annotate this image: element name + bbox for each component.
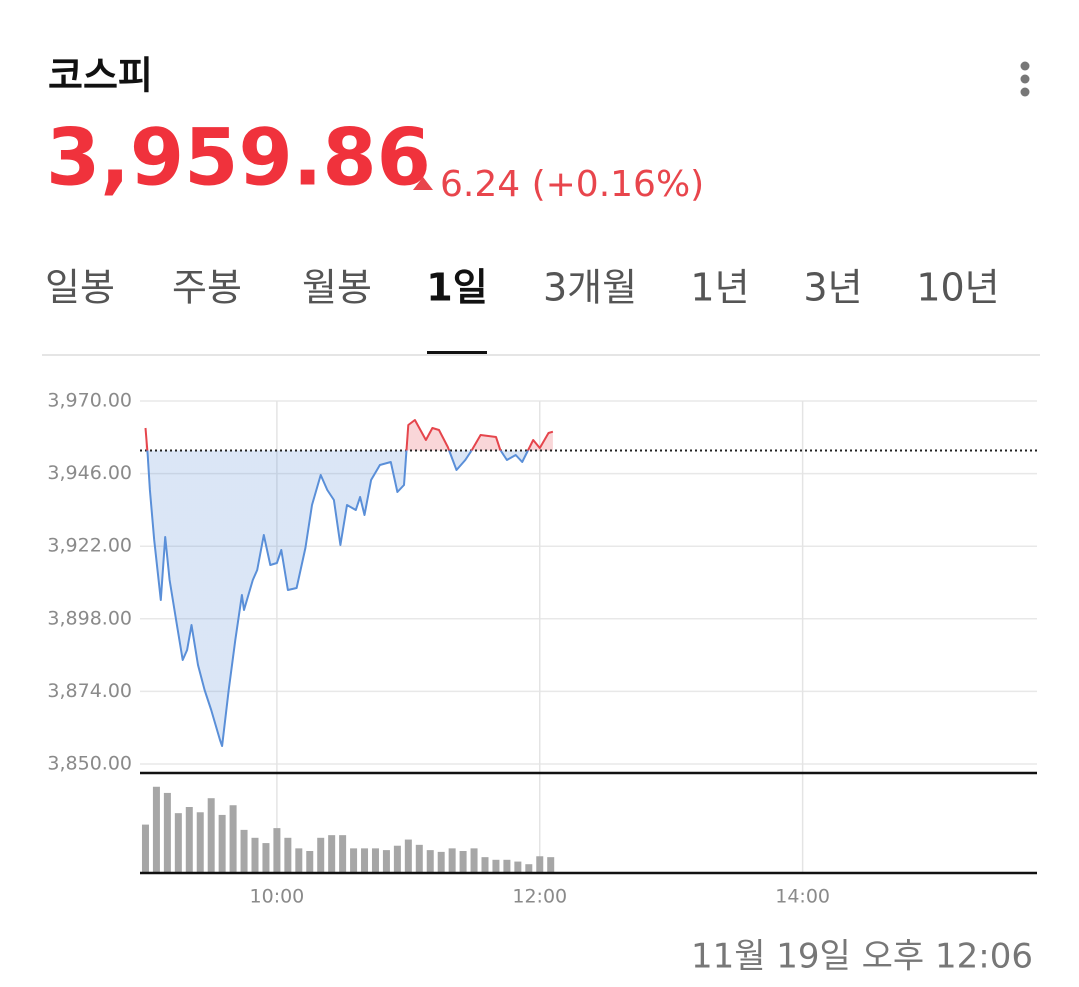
volume-bar — [371, 848, 379, 873]
tab[interactable]: 3개월 — [543, 266, 637, 310]
area-fill — [145, 420, 553, 746]
tab[interactable]: 월봉 — [302, 266, 372, 310]
volume-bar — [251, 837, 259, 873]
volume-bar — [339, 835, 347, 873]
volume-bar — [295, 848, 303, 873]
volume-bar — [437, 851, 445, 873]
tab[interactable]: 1일 — [426, 266, 487, 310]
y-tick-label: 3,970.00 — [47, 390, 132, 412]
volume-bar — [547, 857, 555, 873]
volume-bar — [218, 814, 226, 873]
volume-bar — [229, 805, 237, 873]
volume-bar — [525, 864, 533, 873]
y-tick-label: 3,946.00 — [47, 462, 132, 484]
y-tick-label: 3,850.00 — [47, 753, 132, 775]
menu-dot[interactable] — [1020, 61, 1030, 71]
volume-bar — [426, 850, 434, 873]
volume-bar — [207, 798, 215, 873]
volume-bar — [163, 792, 171, 873]
volume-bar — [514, 861, 522, 873]
volume-bar — [328, 835, 336, 873]
volume-bar — [317, 837, 325, 873]
volume-bar — [459, 851, 467, 873]
y-tick-label: 3,898.00 — [47, 607, 132, 629]
volume-bar — [240, 829, 248, 873]
volume-bar — [185, 807, 193, 873]
tab[interactable]: 10년 — [916, 266, 999, 310]
volume-bar — [415, 844, 423, 873]
timestamp: 11월 19일 오후 12:06 — [691, 937, 1033, 977]
change: 6.24 (+0.16%) — [440, 164, 704, 205]
volume-bar — [404, 839, 412, 873]
volume-bar — [262, 843, 270, 873]
x-tick-label: 14:00 — [775, 886, 830, 908]
volume-bar — [448, 848, 456, 873]
y-tick-label: 3,922.00 — [47, 535, 132, 557]
volume-bar — [152, 786, 160, 873]
price: 3,959.86 — [46, 113, 431, 203]
volume-bar — [503, 859, 511, 873]
tab-underline — [427, 351, 487, 354]
menu-dot[interactable] — [1020, 87, 1030, 97]
volume-bar — [470, 848, 478, 873]
volume-bar — [306, 851, 314, 873]
price-line — [144, 419, 554, 747]
volume-bar — [141, 824, 149, 873]
x-tick-label: 12:00 — [512, 886, 567, 908]
volume-bar — [536, 856, 544, 873]
menu-dot[interactable] — [1020, 74, 1030, 84]
up-arrow — [413, 177, 433, 190]
volume-bar — [284, 837, 292, 873]
volume-bar — [492, 859, 500, 873]
tab[interactable]: 3년 — [803, 266, 862, 310]
volume-bar — [350, 848, 358, 873]
volume-bar — [481, 857, 489, 873]
y-tick-label: 3,874.00 — [47, 680, 132, 702]
title: 코스피 — [48, 54, 153, 98]
volume-bar — [196, 812, 204, 873]
tab[interactable]: 주봉 — [172, 266, 242, 310]
tab[interactable]: 1년 — [690, 266, 749, 310]
volume-bar — [393, 845, 401, 873]
tab[interactable]: 일봉 — [45, 266, 115, 310]
volume-bar — [273, 828, 281, 873]
volume-bar — [382, 850, 390, 873]
volume-bar — [361, 848, 369, 873]
volume-bar — [174, 813, 182, 873]
x-tick-label: 10:00 — [250, 886, 305, 908]
